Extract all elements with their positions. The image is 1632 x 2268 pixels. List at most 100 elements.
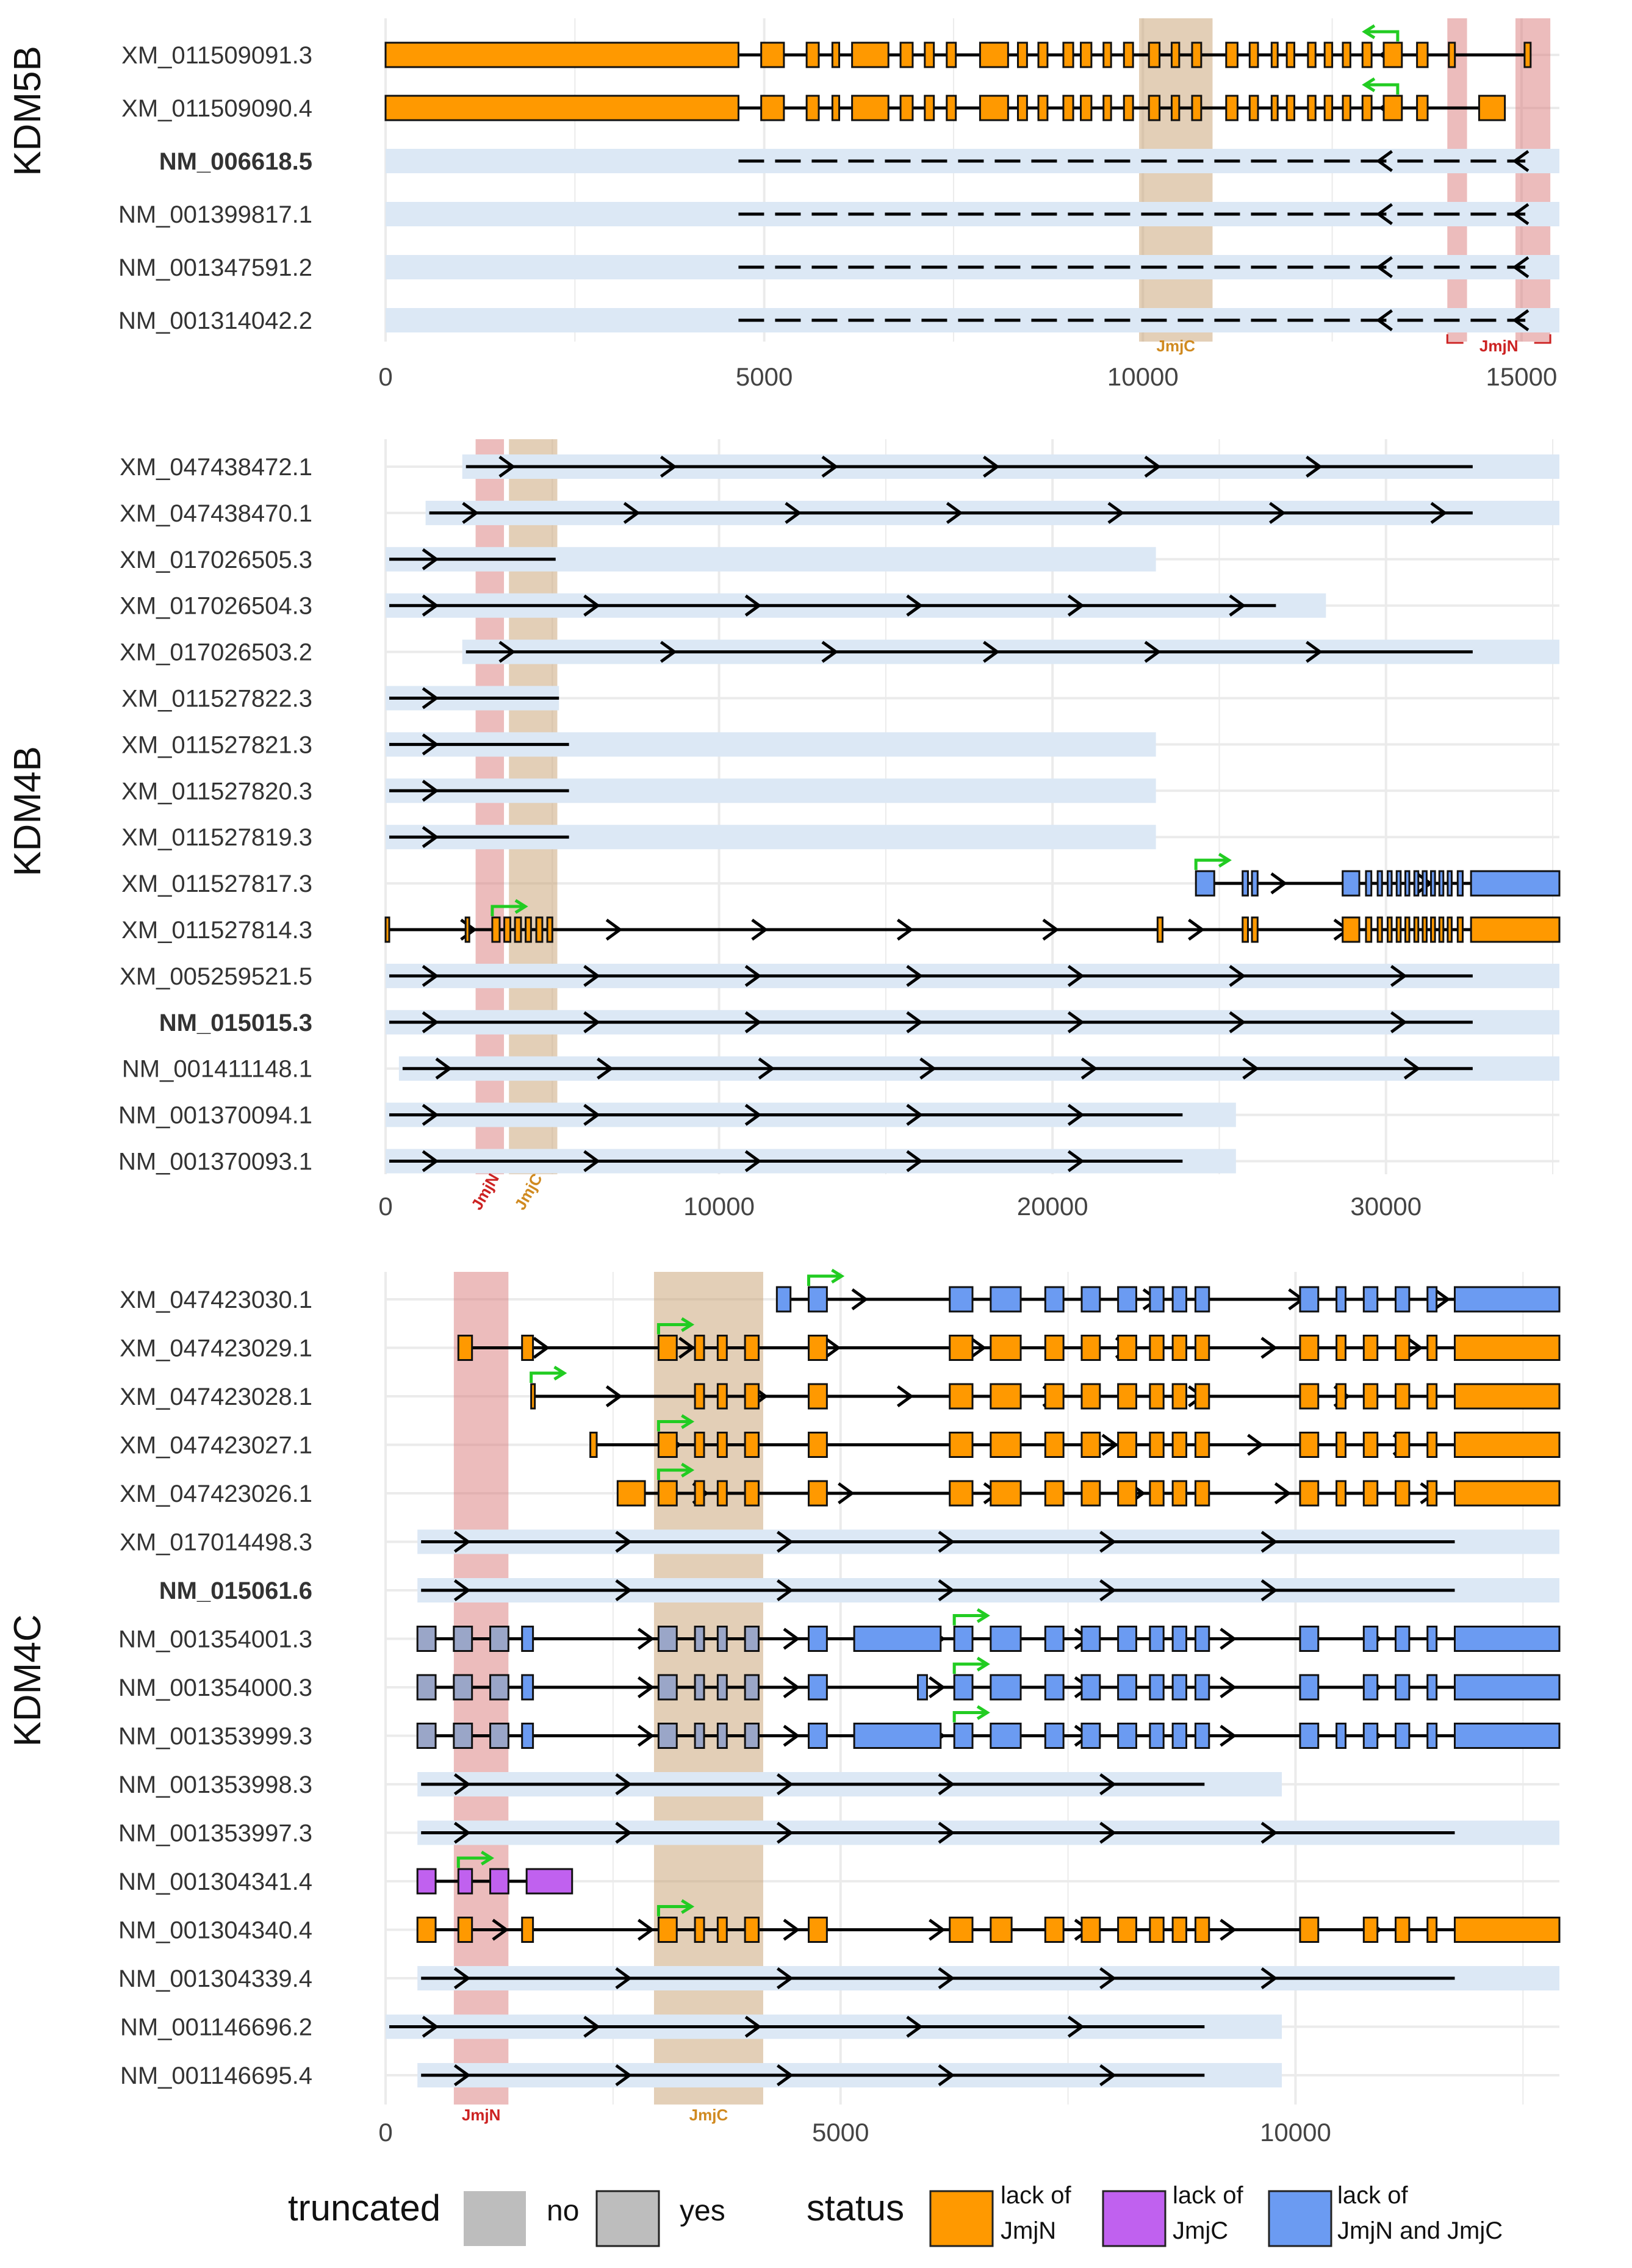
- exon: [589, 1432, 598, 1458]
- transcript-row: NM_001370094.1: [118, 1102, 1236, 1129]
- exon: [491, 916, 501, 943]
- exon: [1251, 916, 1259, 943]
- transcript-row: XM_017026503.2: [120, 639, 1560, 666]
- exon: [1395, 1674, 1411, 1701]
- domain-jmjn-band: [1447, 18, 1467, 342]
- exon: [1149, 1286, 1165, 1313]
- exon: [1148, 41, 1161, 68]
- transcript-label: NM_001314042.2: [118, 307, 312, 334]
- strand-chevron: [1512, 203, 1530, 226]
- strand-chevron: [533, 1337, 550, 1359]
- transcript-row: NM_001146696.2: [120, 2014, 1282, 2041]
- strand-chevron: [776, 1967, 794, 1990]
- panels: JmjC JmjNXM_011509091.3XM_011509090.4NM_0…: [7, 18, 1561, 2147]
- exon: [1426, 1286, 1438, 1313]
- exon: [1453, 1626, 1561, 1652]
- exon: [805, 41, 820, 68]
- exon: [1044, 1626, 1065, 1652]
- transcript-row: NM_001411148.1: [122, 1056, 1559, 1083]
- legend: truncated no yes status lack of JmjN lac…: [288, 2182, 1503, 2247]
- transcript-row: NM_001353997.3: [118, 1820, 1559, 1847]
- transcript-row: NM_015015.3: [159, 1010, 1559, 1036]
- exon: [521, 1917, 534, 1943]
- strand-chevron: [919, 1057, 936, 1080]
- exon: [1430, 870, 1436, 897]
- exon: [1382, 95, 1403, 121]
- strand-chevron: [453, 1773, 471, 1796]
- tss-arrow: [1367, 30, 1400, 41]
- strand-chevron: [1229, 594, 1246, 617]
- exon: [1080, 1335, 1101, 1361]
- exon: [453, 1626, 473, 1652]
- transcript-row: XM_047423029.1: [120, 1317, 1561, 1362]
- strand-chevron: [660, 641, 677, 663]
- strand-chevron: [929, 1676, 946, 1699]
- strand-chevron: [1512, 256, 1530, 279]
- exon: [1362, 1432, 1379, 1458]
- exon: [1362, 1383, 1379, 1410]
- legend-status-title: status: [807, 2187, 904, 2228]
- transcript-row: XM_017014498.3: [120, 1529, 1559, 1556]
- exon: [1037, 41, 1049, 68]
- exon: [1191, 95, 1202, 121]
- transcript-row: NM_001353999.3: [118, 1705, 1561, 1750]
- exon: [1323, 41, 1334, 68]
- legend-status-label-jmjc-line1: lack of: [1173, 2182, 1243, 2209]
- transcript-label: NM_001146696.2: [120, 2014, 312, 2041]
- transcript-row: XM_011527822.3: [121, 686, 559, 712]
- strand-chevron: [422, 687, 439, 709]
- domain-jmjn-label: JmjN: [467, 1170, 503, 1213]
- strand-chevron: [744, 1103, 762, 1126]
- exon: [1102, 41, 1112, 68]
- exon: [416, 1917, 437, 1943]
- exon: [616, 1480, 646, 1507]
- exon: [853, 1626, 942, 1652]
- strand-chevron: [498, 455, 516, 478]
- exon: [831, 41, 841, 68]
- exon: [521, 1723, 534, 1749]
- domain-jmjc-label: JmjC: [1156, 337, 1195, 355]
- exon: [657, 1674, 678, 1701]
- strand-chevron: [1080, 1057, 1098, 1080]
- exon: [1376, 870, 1383, 897]
- exon: [525, 1868, 573, 1895]
- exon: [1062, 95, 1074, 121]
- panel-kdm5b: JmjC JmjN XM_011509091.3 XM_011509090.4 NM_0…: [7, 18, 1559, 391]
- strand-chevron: [1099, 1773, 1116, 1796]
- exon: [1171, 1432, 1187, 1458]
- transcript-label: XM_047423027.1: [120, 1432, 312, 1459]
- legend-status-label-jmjc-line2: JmjC: [1173, 2217, 1228, 2244]
- strand-chevron: [1269, 501, 1286, 524]
- strand-chevron: [678, 1337, 696, 1359]
- exon: [1365, 870, 1373, 897]
- exon: [457, 1917, 473, 1943]
- transcript-label: NM_001370093.1: [118, 1149, 312, 1175]
- legend-status-swatch-both: [1268, 2190, 1332, 2247]
- strand-chevron: [637, 1724, 655, 1747]
- exon: [744, 1432, 760, 1458]
- transcript-row: XM_011509090.4: [121, 77, 1506, 122]
- exon: [1395, 916, 1402, 943]
- strand-chevron: [422, 1011, 439, 1033]
- exon: [1395, 1723, 1411, 1749]
- tss-arrow: [1194, 858, 1227, 870]
- exon: [949, 1480, 974, 1507]
- strand-chevron: [1220, 1918, 1237, 1941]
- exon: [1365, 916, 1373, 943]
- strand-chevron: [453, 2064, 471, 2087]
- strand-chevron: [615, 1967, 633, 1990]
- strand-chevron: [851, 1288, 869, 1311]
- exon: [1335, 1432, 1347, 1458]
- tss-arrow: [530, 1371, 562, 1383]
- strand-chevron: [783, 1676, 800, 1699]
- transcript-row: NM_015061.6: [159, 1577, 1559, 1604]
- exon: [453, 1674, 473, 1701]
- exon: [1438, 870, 1445, 897]
- exon: [716, 1674, 728, 1701]
- exon: [1171, 1286, 1187, 1313]
- exon: [716, 1335, 728, 1361]
- strand-chevron: [1144, 641, 1162, 663]
- tss-arrow-head: [1362, 77, 1376, 93]
- exon: [851, 95, 890, 121]
